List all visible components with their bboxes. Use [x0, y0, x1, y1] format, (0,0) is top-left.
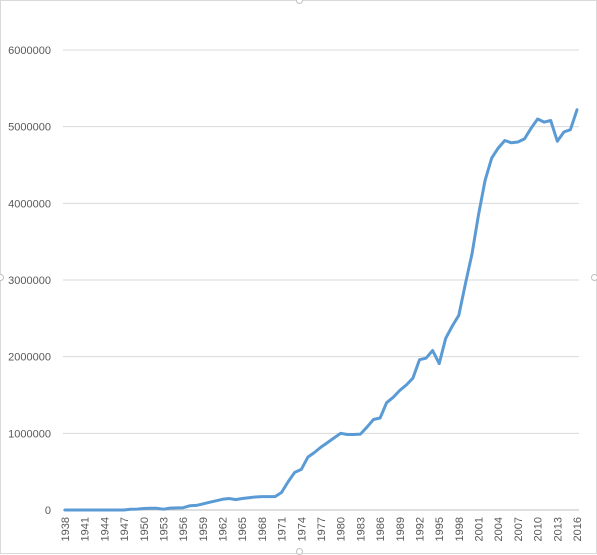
x-tick-label: 1950: [139, 517, 151, 541]
x-tick-label: 2007: [513, 517, 525, 541]
x-tick-label: 2013: [552, 517, 564, 541]
y-tick-label: 1000000: [8, 428, 51, 440]
x-tick-label: 1944: [99, 517, 111, 541]
x-tick-label: 1965: [237, 517, 249, 541]
y-tick-label: 2000000: [8, 352, 51, 364]
x-tick-label: 1956: [178, 517, 190, 541]
x-tick-label: 2001: [474, 517, 486, 541]
x-tick-label: 1983: [355, 517, 367, 541]
resize-handle-left[interactable]: [0, 274, 4, 281]
resize-handle-right[interactable]: [591, 274, 597, 281]
y-tick-label: 0: [45, 505, 51, 517]
x-tick-label: 2010: [533, 517, 545, 541]
resize-handle-top[interactable]: [296, 0, 303, 4]
x-tick-label: 1947: [119, 517, 131, 541]
x-tick-label: 1941: [80, 517, 92, 541]
y-tick-label: 5000000: [8, 122, 51, 134]
series-group: [63, 108, 579, 512]
x-axis-tick-labels: 1938 1941 1944 1947 1950 1953 1956 1959 1962 1965…: [60, 517, 584, 541]
x-tick-label: 1986: [375, 517, 387, 541]
y-tick-label: 4000000: [8, 198, 51, 210]
x-tick-label: 1938: [60, 517, 72, 541]
x-tick-label: 1992: [414, 517, 426, 541]
x-tick-label: 1995: [434, 517, 446, 541]
x-tick-label: 1962: [218, 517, 230, 541]
x-tick-label: 1959: [198, 517, 210, 541]
x-tick-label: 1998: [454, 517, 466, 541]
y-tick-label: 6000000: [8, 45, 51, 57]
x-tick-label: 1980: [336, 517, 348, 541]
y-axis-tick-labels: 0 1000000 2000000 3000000 4000000 5000000 6000…: [8, 45, 51, 517]
x-tick-label: 1974: [296, 517, 308, 541]
y-tick-label: 3000000: [8, 275, 51, 287]
x-tick-label: 1971: [277, 517, 289, 541]
x-tick-label: 2016: [572, 517, 584, 541]
x-tick-label: 1977: [316, 517, 328, 541]
gridlines: [63, 49, 579, 434]
x-tick-label: 2004: [493, 517, 505, 541]
x-tick-label: 1968: [257, 517, 269, 541]
x-tick-label: 1989: [395, 517, 407, 541]
series-line: [63, 108, 579, 512]
x-tick-label: 1953: [158, 517, 170, 541]
